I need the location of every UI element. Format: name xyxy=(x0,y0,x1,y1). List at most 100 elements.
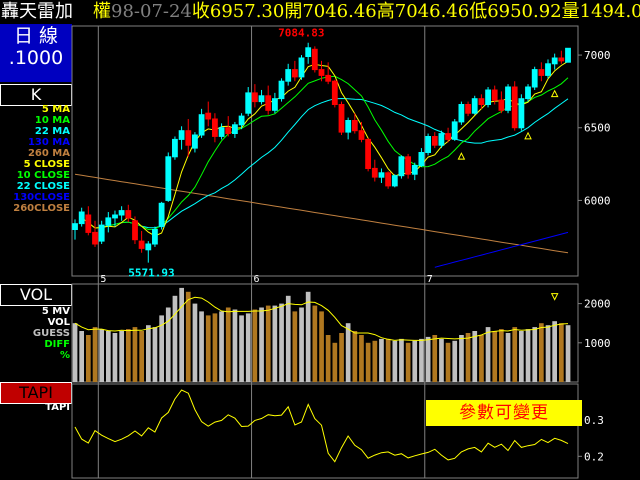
volume-bar xyxy=(292,311,298,382)
vol-legend-item: 5 MV xyxy=(41,306,70,317)
candle xyxy=(458,101,465,125)
multiplier-label: .1000 xyxy=(8,47,64,69)
candle-body xyxy=(78,211,85,225)
candle xyxy=(78,207,85,227)
candle xyxy=(391,174,398,188)
candle-body xyxy=(325,74,332,82)
signal-marker xyxy=(524,131,532,140)
volume-bar xyxy=(139,331,144,382)
candle xyxy=(92,220,98,247)
candle-body xyxy=(205,112,212,120)
volume-bar xyxy=(399,338,404,382)
period-box[interactable]: 日 線 .1000 xyxy=(0,24,72,82)
candle-body xyxy=(385,172,392,187)
candle xyxy=(165,152,172,202)
low-value: 6950.92 xyxy=(487,1,562,22)
volume-bar xyxy=(325,335,331,382)
candle-body xyxy=(72,223,78,230)
candle xyxy=(318,60,325,82)
candle-body xyxy=(418,152,425,167)
period-label: 日 線 xyxy=(13,25,59,47)
volume-tick-label: 1000 xyxy=(584,337,611,350)
candle xyxy=(418,148,425,167)
close-label: 收 xyxy=(191,1,210,22)
quote-header: 轟天雷加 權98-07-24收6957.30開7046.46高7046.46低69… xyxy=(0,0,640,24)
volume-label: 量 xyxy=(561,1,580,22)
candle-body xyxy=(438,133,445,146)
candle xyxy=(265,85,272,115)
volume-bar xyxy=(392,340,398,382)
candle xyxy=(331,79,338,108)
candle xyxy=(158,201,165,230)
candle-body xyxy=(225,127,232,134)
candle xyxy=(398,155,405,179)
candle-body xyxy=(265,95,272,111)
param-change-button[interactable]: 參數可變更 xyxy=(426,400,582,426)
candle-body xyxy=(232,124,238,135)
vol-label: VOL xyxy=(19,285,53,304)
candle-body xyxy=(105,217,112,226)
volume-bar xyxy=(559,323,564,382)
right-label: 權 xyxy=(93,1,111,22)
candle xyxy=(311,46,318,73)
volume-bar xyxy=(319,311,324,382)
volume-bar xyxy=(225,307,231,382)
candle xyxy=(125,204,132,223)
volume-bar xyxy=(152,327,158,382)
panel-frame xyxy=(71,283,579,383)
candle-body xyxy=(112,214,118,219)
tapi-line xyxy=(74,389,569,463)
volume-bar xyxy=(132,327,138,382)
candle-body xyxy=(551,57,558,65)
k-legend-item: 130CLOSE xyxy=(13,192,70,203)
volume-bar xyxy=(192,303,198,382)
k-legend-item: 22 CLOSE xyxy=(16,181,70,192)
volume-bar xyxy=(565,325,571,382)
volume-bar xyxy=(72,323,78,382)
volume-bar xyxy=(159,315,164,382)
volume-bar xyxy=(305,291,311,382)
volume-bar xyxy=(172,295,178,382)
volume-bar xyxy=(465,333,471,382)
candle xyxy=(365,137,372,172)
tapi-legend-item: TAPI xyxy=(45,402,70,413)
candle-body xyxy=(125,210,132,219)
volume-bar xyxy=(412,340,418,382)
volume-bar xyxy=(372,340,378,382)
candle xyxy=(545,59,551,79)
candle-body xyxy=(451,121,458,140)
candle-body xyxy=(218,127,225,137)
volume-ma-line xyxy=(74,296,569,341)
volume-bar xyxy=(419,338,424,382)
volume-bar xyxy=(552,321,557,382)
candle xyxy=(192,132,198,153)
candle-body xyxy=(118,210,125,216)
volume-bar xyxy=(405,342,411,382)
candle xyxy=(258,89,265,105)
candle-body xyxy=(338,104,345,133)
candle-body xyxy=(132,220,138,241)
candle xyxy=(118,206,125,221)
tapi-panel-button[interactable]: TAPI xyxy=(0,382,72,404)
candle xyxy=(531,66,538,90)
candle-body xyxy=(292,69,298,78)
candle xyxy=(345,117,352,140)
candle-body xyxy=(252,92,258,103)
candle xyxy=(445,127,452,143)
vol-panel-button[interactable]: VOL xyxy=(0,284,72,306)
candle xyxy=(405,153,412,179)
candle-body xyxy=(465,104,472,114)
candle-body xyxy=(358,130,365,140)
volume-bar xyxy=(119,331,124,382)
vol-legend-item: VOL xyxy=(47,317,70,328)
price-tick-label: 6500 xyxy=(584,122,611,135)
month-tick-label: 5 xyxy=(100,274,106,285)
candle-body xyxy=(298,57,305,78)
candle xyxy=(385,171,392,189)
candle xyxy=(238,113,245,130)
candle xyxy=(138,230,145,253)
volume-bar xyxy=(245,313,251,382)
candle-body xyxy=(192,134,198,149)
volume-bar xyxy=(179,287,184,382)
k-legend-item: 22 MA xyxy=(34,126,70,137)
